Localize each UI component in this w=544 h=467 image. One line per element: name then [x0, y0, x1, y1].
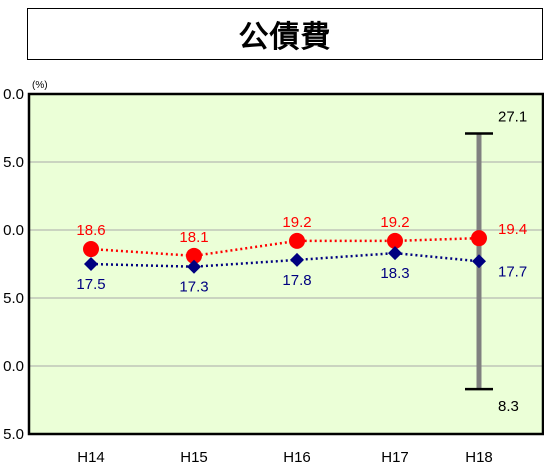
series-point-0	[186, 247, 202, 264]
series-point-1	[290, 252, 304, 267]
series-data-label-1: 17.3	[179, 279, 208, 296]
range-min-label: 8.3	[498, 398, 519, 415]
series-point-0	[471, 230, 487, 247]
series-point-0	[387, 232, 403, 249]
y-tick-label: 5.0	[3, 426, 24, 443]
range-max-label: 27.1	[498, 108, 527, 125]
plot-area	[29, 94, 543, 434]
x-tick-label: H18	[465, 449, 493, 466]
chart-title: 公債費	[238, 20, 332, 55]
x-tick-label: H15	[180, 449, 208, 466]
series-data-label-0: 19.4	[498, 221, 527, 238]
series-point-1	[388, 246, 402, 261]
series-data-label-1: 17.5	[76, 276, 105, 293]
y-tick-label: 0.0	[3, 358, 24, 375]
series-point-1	[472, 254, 486, 269]
series-data-label-0: 19.2	[282, 214, 311, 231]
y-tick-label: 0.0	[3, 86, 24, 103]
series-data-label-0: 18.6	[76, 222, 105, 239]
series-point-1	[187, 259, 201, 274]
chart-title-box: 公債費	[27, 8, 543, 60]
series-point-1	[84, 257, 98, 271]
x-tick-label: H14	[77, 449, 105, 466]
series-data-label-1: 17.8	[282, 272, 311, 289]
series-data-label-1: 18.3	[380, 265, 409, 282]
series-data-label-1: 17.7	[498, 263, 527, 280]
y-tick-label: 5.0	[3, 290, 24, 307]
series-data-label-0: 18.1	[179, 229, 208, 246]
x-tick-label: H17	[381, 449, 409, 466]
series-data-label-0: 19.2	[380, 214, 409, 231]
y-unit-label: (%)	[32, 80, 48, 91]
series-point-0	[83, 241, 99, 258]
y-tick-label: 5.0	[3, 154, 24, 171]
series-point-0	[289, 232, 305, 249]
x-tick-label: H16	[283, 449, 311, 466]
plot-border	[27, 92, 544, 436]
y-tick-label: 0.0	[3, 222, 24, 239]
